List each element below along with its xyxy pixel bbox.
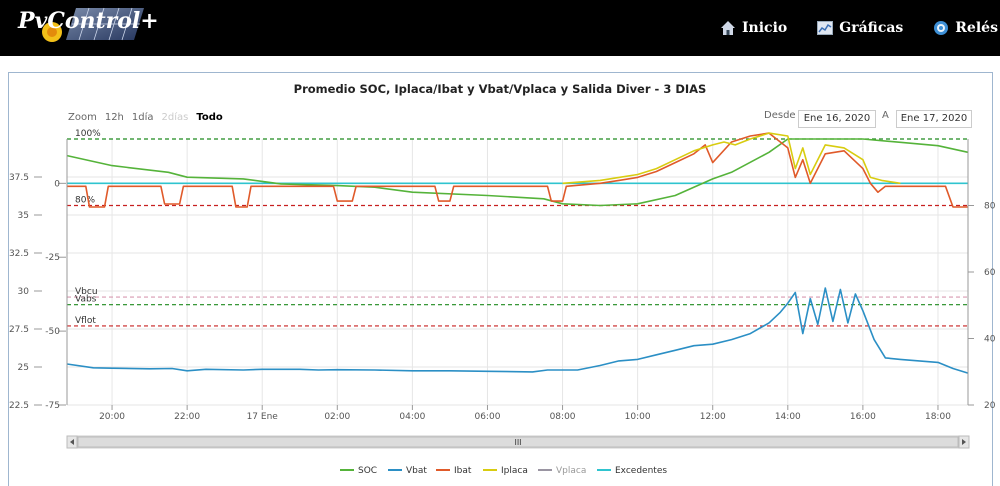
- series-line-iplaca[interactable]: [562, 132, 901, 185]
- legend-item-soc[interactable]: SOC: [340, 466, 377, 476]
- legend-item-iplaca[interactable]: Iplaca: [483, 466, 528, 476]
- reference-line-label: Vbcu: [75, 287, 98, 297]
- legend-item-excedentes[interactable]: Excedentes: [597, 466, 667, 476]
- x-tick-label: 22:00: [174, 412, 200, 422]
- voltage-axis-label: 35: [18, 211, 29, 221]
- x-tick-label: 04:00: [399, 412, 425, 422]
- desde-date-input[interactable]: Ene 16, 2020: [798, 110, 876, 128]
- current-axis-label: -75: [45, 401, 60, 411]
- nav-graficas[interactable]: Gráficas: [817, 20, 903, 36]
- legend-label: Ibat: [454, 466, 472, 476]
- x-tick-label: 17 Ene: [247, 412, 279, 422]
- soc-axis-label: 40: [984, 335, 996, 345]
- chart-icon: [817, 21, 834, 35]
- x-tick-label: 08:00: [550, 412, 576, 422]
- nav-inicio[interactable]: Inicio: [720, 20, 787, 36]
- x-tick-label: 12:00: [700, 412, 726, 422]
- current-axis-label: 0: [54, 179, 60, 189]
- chart-title: Promedio SOC, Iplaca/Ibat y Vbat/Vplaca …: [293, 82, 707, 96]
- legend-item-vbat[interactable]: Vbat: [388, 466, 427, 476]
- legend-label: Iplaca: [501, 466, 528, 476]
- legend-item-ibat[interactable]: Ibat: [436, 466, 472, 476]
- nav-reles[interactable]: Relés: [933, 20, 998, 36]
- x-tick-label: 16:00: [850, 412, 876, 422]
- desde-label: Desde: [764, 110, 796, 121]
- nav-reles-label: Relés: [955, 20, 998, 36]
- x-tick-label: 20:00: [99, 412, 125, 422]
- nav-graficas-label: Gráficas: [839, 20, 904, 36]
- zoom-12h-button[interactable]: 12h: [104, 112, 124, 123]
- zoom-todo-button[interactable]: Todo: [196, 112, 223, 123]
- top-navigation-bar: PvControl+ Inicio Gráficas Relés: [0, 0, 1000, 56]
- voltage-axis-label: 37.5: [9, 173, 29, 183]
- voltage-axis-label: 25: [18, 363, 29, 373]
- zoom-1dia-button[interactable]: 1día: [131, 112, 154, 123]
- voltage-axis-label: 30: [18, 287, 30, 297]
- current-axis-label: -25: [45, 253, 60, 263]
- legend-label: Excedentes: [615, 466, 667, 476]
- reference-line-label: Vflot: [75, 316, 96, 326]
- voltage-axis-label: 22.5: [9, 401, 29, 411]
- voltage-axis-label: 27.5: [9, 325, 29, 335]
- voltage-axis-label: 32.5: [9, 249, 29, 259]
- x-tick-label: 18:00: [925, 412, 951, 422]
- a-label: A: [882, 110, 889, 121]
- series-line-vbat[interactable]: [66, 287, 969, 374]
- chart-panel: [8, 72, 993, 486]
- main-nav: Inicio Gráficas Relés: [690, 0, 998, 56]
- soc-axis-label: 60: [984, 268, 996, 278]
- nav-inicio-label: Inicio: [742, 20, 788, 36]
- reference-line-label: Vabs: [75, 295, 97, 305]
- legend-item-vplaca[interactable]: Vplaca: [538, 466, 586, 476]
- series-line-ibat[interactable]: [67, 132, 968, 208]
- x-tick-label: 06:00: [474, 412, 500, 422]
- x-tick-label: 14:00: [775, 412, 801, 422]
- a-date-input[interactable]: Ene 17, 2020: [896, 110, 972, 128]
- scroll-left-arrow-icon: [70, 439, 74, 445]
- scroll-right-arrow-icon: [962, 439, 966, 445]
- home-icon: [721, 21, 735, 35]
- reference-line-label: 80%: [75, 196, 95, 206]
- reference-line-label: 100%: [75, 129, 101, 139]
- zoom-label: Zoom: [68, 112, 97, 123]
- x-tick-label: 02:00: [324, 412, 350, 422]
- current-axis-label: -50: [45, 327, 60, 337]
- zoom-2dias-button[interactable]: 2días: [161, 112, 189, 123]
- scrollbar-grip: III: [514, 438, 521, 447]
- soc-axis-label: 80: [984, 202, 996, 212]
- series-line-soc[interactable]: [66, 138, 969, 207]
- legend-label: Vbat: [406, 466, 427, 476]
- zoom-selector: Zoom 12h 1día 2días Todo: [68, 112, 223, 123]
- scrollbar-thumb[interactable]: [77, 436, 959, 448]
- legend-label: Vplaca: [556, 466, 586, 476]
- legend-label: SOC: [358, 466, 377, 476]
- soc-axis-label: 20: [984, 401, 996, 411]
- pvcontrol-logo[interactable]: PvControl+: [14, 2, 184, 54]
- logo-text: PvControl+: [17, 8, 159, 34]
- x-tick-label: 10:00: [625, 412, 651, 422]
- relay-icon: [934, 21, 949, 35]
